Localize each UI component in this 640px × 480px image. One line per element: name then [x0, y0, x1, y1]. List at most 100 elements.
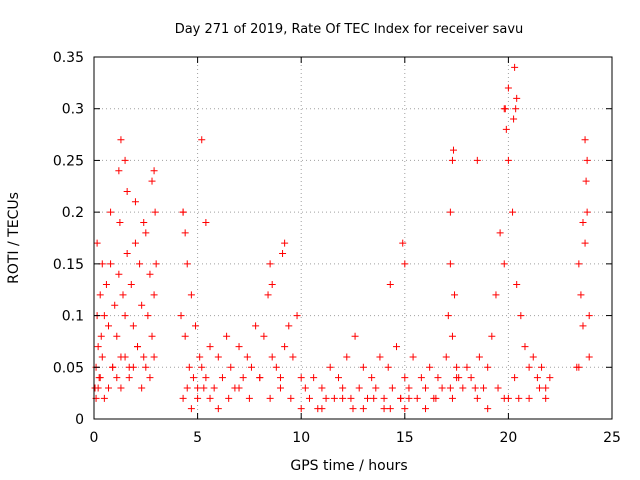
data-point [339, 394, 347, 402]
data-point [113, 374, 121, 382]
data-point [422, 405, 430, 413]
data-point [334, 374, 342, 382]
data-point [577, 291, 585, 299]
y-tick-label: 0.1 [62, 309, 84, 325]
data-point [150, 167, 158, 175]
data-point [384, 363, 392, 371]
data-point [444, 312, 452, 320]
data-point [202, 374, 210, 382]
y-tick-label: 0.35 [53, 50, 84, 66]
plot-frame [93, 56, 613, 420]
data-point [266, 394, 274, 402]
data-point [279, 250, 287, 258]
data-point [206, 394, 214, 402]
data-point [150, 353, 158, 361]
data-point [192, 322, 200, 330]
data-point [413, 394, 421, 402]
data-point [109, 363, 117, 371]
data-point [266, 260, 274, 268]
data-point [115, 270, 123, 278]
data-point [510, 115, 518, 123]
data-point [409, 353, 417, 361]
data-point [281, 239, 289, 247]
data-point [131, 239, 139, 247]
data-point [301, 384, 309, 392]
data-point [93, 239, 101, 247]
data-point [432, 394, 440, 402]
data-point [102, 281, 110, 289]
data-point [533, 374, 541, 382]
data-point [116, 218, 124, 226]
data-point [125, 374, 133, 382]
data-point [97, 332, 105, 340]
data-point [585, 312, 593, 320]
data-point [310, 374, 318, 382]
data-point [446, 384, 454, 392]
data-point [355, 384, 363, 392]
data-point [386, 405, 394, 413]
data-point [347, 394, 355, 402]
data-point [393, 343, 401, 351]
chart-title: Day 271 of 2019, Rate Of TEC Index for r… [175, 22, 524, 37]
y-axis-label: ROTI / TECUs [6, 192, 22, 284]
data-point [144, 312, 152, 320]
data-point [131, 198, 139, 206]
data-point [100, 312, 108, 320]
x-tick-label: 15 [396, 430, 414, 446]
data-point [401, 405, 409, 413]
data-point [484, 363, 492, 371]
data-point [179, 208, 187, 216]
data-point [268, 353, 276, 361]
data-point [287, 394, 295, 402]
data-point [448, 156, 456, 164]
data-point [140, 353, 148, 361]
data-point [183, 260, 191, 268]
data-points [91, 63, 593, 413]
data-point [177, 312, 185, 320]
data-point [150, 291, 158, 299]
data-point [397, 394, 405, 402]
data-point [142, 229, 150, 237]
data-point [386, 281, 394, 289]
data-point [252, 322, 260, 330]
data-point [148, 332, 156, 340]
data-point [359, 363, 367, 371]
data-point [451, 291, 459, 299]
data-point [179, 394, 187, 402]
data-point [426, 363, 434, 371]
data-point [134, 343, 142, 351]
data-point [388, 384, 396, 392]
data-point [380, 394, 388, 402]
data-point [372, 384, 380, 392]
data-point [339, 384, 347, 392]
data-point [142, 363, 150, 371]
data-point [448, 332, 456, 340]
data-point [121, 156, 129, 164]
data-point [214, 353, 222, 361]
data-point [96, 374, 104, 382]
data-point [194, 384, 202, 392]
data-point [343, 353, 351, 361]
data-point [206, 343, 214, 351]
data-point [434, 374, 442, 382]
data-point [117, 136, 125, 144]
data-point [529, 353, 537, 361]
data-point [318, 384, 326, 392]
data-point [484, 405, 492, 413]
data-point [575, 363, 583, 371]
data-point [471, 384, 479, 392]
data-point [115, 167, 123, 175]
data-point [322, 394, 330, 402]
x-tick-label: 20 [499, 430, 517, 446]
data-point [198, 363, 206, 371]
data-point [105, 384, 113, 392]
data-point [538, 363, 546, 371]
data-point [256, 374, 264, 382]
data-point [453, 374, 461, 382]
data-point [370, 394, 378, 402]
data-point [289, 353, 297, 361]
data-point [422, 384, 430, 392]
data-point [185, 363, 193, 371]
data-point [268, 281, 276, 289]
data-point [579, 322, 587, 330]
